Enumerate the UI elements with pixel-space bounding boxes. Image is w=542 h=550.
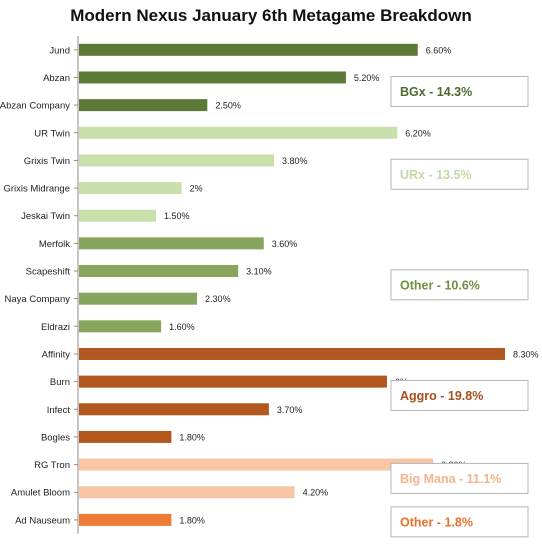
group-box: BGx - 14.3% [390,75,529,107]
group-box-frame [390,506,529,538]
group-label: BGx - 14.3% [400,85,472,99]
value-label: 8.30% [513,349,539,359]
bar-grixis-midrange [79,182,182,195]
category-label: Bogles [41,432,70,443]
bar-rg-tron [79,458,434,471]
chart-title: Modern Nexus January 6th Metagame Breakd… [70,6,472,25]
group-boxes: BGx - 14.3% URx - 13.5% Other - 10.6% Aggro… [390,75,529,538]
bar-jund [79,43,418,56]
group-label: Big Mana - 11.1% [400,472,501,486]
value-label: 1.50% [164,211,190,221]
category-label: Burn [50,377,70,388]
bar-burn [79,375,387,388]
category-label: Grixis Midrange [3,184,70,195]
group-label: Other - 10.6% [400,278,480,292]
category-label: Jund [49,45,70,56]
value-label: 1.60% [169,322,195,332]
group-box: Other - 10.6% [390,269,529,301]
category-label: Infect [47,405,71,416]
group-label: Aggro - 19.8% [400,389,483,403]
category-label: Jeskai Twin [21,211,70,222]
category-label: Scapeshift [26,267,71,278]
value-label: 1.80% [179,515,205,525]
category-label: Abzan [43,73,70,84]
group-box-frame [390,379,529,411]
category-label: Ad Nauseum [15,515,70,526]
group-box: Big Mana - 11.1% [390,462,529,494]
bar-eldrazi [79,320,162,333]
bar-ad-nauseum [79,513,172,526]
category-label: Naya Company [5,294,71,305]
value-label: 6.60% [426,45,452,55]
group-box-frame [390,462,529,494]
bar-amulet-bloom [79,486,295,499]
bar-infect [79,403,269,416]
category-label: Amulet Bloom [11,488,70,499]
bar-ur-twin [79,126,398,139]
bar-abzan-company [79,99,208,112]
category-label: Abzan Company [0,101,70,112]
group-box-frame [390,75,529,107]
group-box-frame [390,158,529,190]
bar-scapeshift [79,265,239,278]
bar-naya-company [79,292,198,305]
category-label: UR Twin [34,128,70,139]
bar-grixis-twin [79,154,275,167]
value-label: 3.60% [272,239,298,249]
category-label: Eldrazi [41,322,70,333]
value-label: 3.70% [277,405,303,415]
bar-affinity [79,347,505,360]
bar-merfolk [79,237,264,250]
category-label: Merfolk [39,239,70,250]
category-label: RG Tron [34,460,70,471]
group-box-frame [390,269,529,301]
value-label: 2% [190,184,203,194]
value-label: 6.20% [405,128,431,138]
value-label: 2.50% [215,101,241,111]
category-label: Affinity [42,349,71,360]
value-label: 3.80% [282,156,308,166]
value-label: 5.20% [354,73,380,83]
bar-jeskai-twin [79,209,156,222]
group-box: URx - 13.5% [390,158,529,190]
group-box: Aggro - 19.8% [390,379,529,411]
group-box: Other - 1.8% [390,506,529,538]
bar-bogles [79,430,172,443]
group-label: URx - 13.5% [400,168,472,182]
bar-abzan [79,71,346,84]
category-label: Grixis Twin [24,156,70,167]
bars: 6.60% 5.20% 2.50% 6.20% 3.80% 2% 1.50% 3.60% 3.1… [79,43,539,526]
value-label: 4.20% [303,488,329,498]
y-axis: Jund Abzan Abzan Company UR Twin Grixis Twin… [0,36,79,534]
value-label: 3.10% [246,267,272,277]
group-label: Other - 1.8% [400,515,473,529]
value-label: 1.80% [179,432,205,442]
value-label: 2.30% [205,294,231,304]
